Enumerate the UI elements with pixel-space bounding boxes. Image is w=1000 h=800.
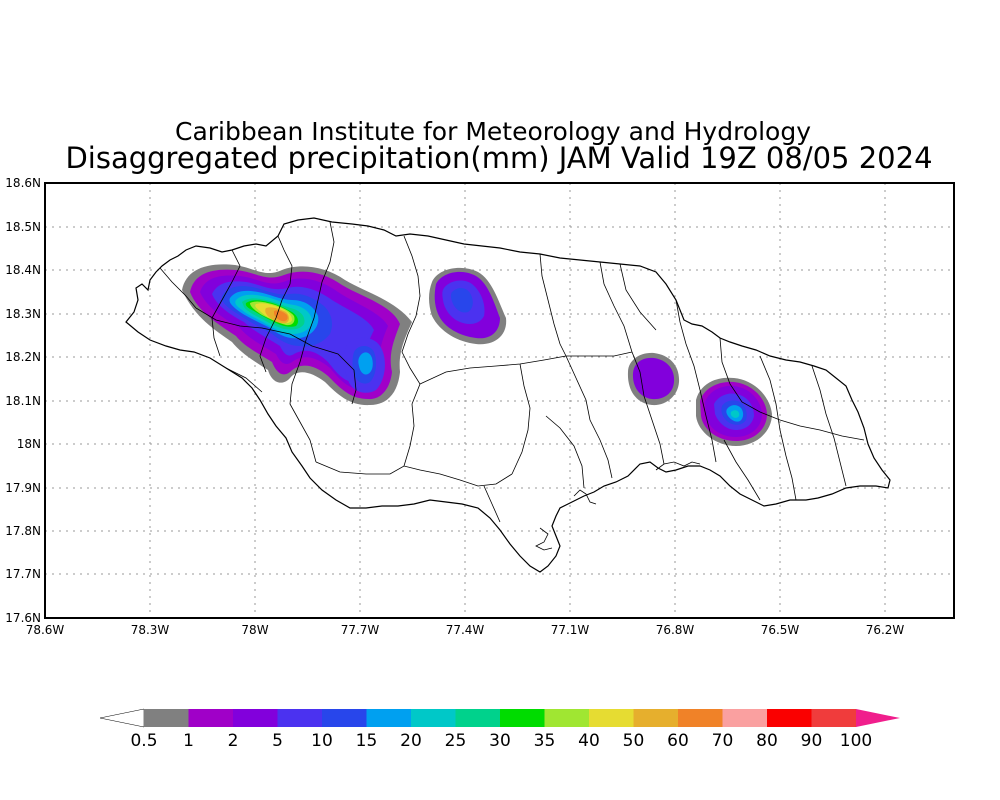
colorbar-label: 30 [489, 731, 511, 751]
colorbar-low-arrow [99, 708, 145, 728]
lon-tick-label: 77.4W [446, 623, 485, 637]
lon-tick-label: 76.2W [866, 623, 905, 637]
colorbar-label: 10 [311, 731, 333, 751]
colorbar-swatch [811, 709, 857, 727]
colorbar-label: 25 [445, 731, 467, 751]
colorbar-label: 0.5 [130, 731, 157, 751]
colorbar-label: 50 [623, 731, 645, 751]
title-institute: Caribbean Institute for Meteorology and … [175, 117, 811, 146]
lat-tick-label: 18.3N [5, 307, 41, 321]
colorbar-swatch [500, 709, 545, 727]
precip-cell-southeast [696, 377, 772, 446]
colorbar-label: 35 [534, 731, 556, 751]
plot-frame [44, 182, 955, 619]
coastal-inlets [535, 461, 701, 551]
colorbar-label: 80 [756, 731, 778, 751]
lat-tick-label: 18.2N [5, 350, 41, 364]
title-product: Disaggregated precipitation(mm) JAM Vali… [65, 141, 932, 175]
colorbar-label: 90 [801, 731, 823, 751]
colorbar-labels: 0.5 1 2 5 10 15 20 25 30 35 40 50 60 70 80 90 100 [130, 731, 872, 751]
lat-axis: 18.6N 18.5N 18.4N 18.3N 18.2N 18.1N 18N … [5, 176, 41, 625]
lon-axis: 78.6W 78.3W 78W 77.7W 77.4W 77.1W 76.8W … [26, 623, 905, 637]
lon-tick-label: 78W [241, 623, 268, 637]
colorbar-label: 20 [400, 731, 422, 751]
colorbar-label: 1 [183, 731, 194, 751]
lat-tick-label: 17.9N [5, 481, 41, 495]
colorbar-label: 70 [712, 731, 734, 751]
precip-cell-east-central [627, 352, 680, 406]
lon-tick-label: 77.7W [341, 623, 380, 637]
colorbar-label: 15 [356, 731, 378, 751]
lon-tick-label: 76.5W [761, 623, 800, 637]
precip-cell-west-central [343, 337, 385, 393]
precip-cell-north [429, 267, 507, 345]
colorbar-swatch [366, 709, 412, 727]
colorbar-label: 2 [228, 731, 239, 751]
colorbar-swatch [277, 709, 323, 727]
colorbar-swatch [188, 709, 234, 727]
colorbar-swatch [678, 709, 723, 727]
lat-tick-label: 18.4N [5, 263, 41, 277]
precipitation-shading [182, 264, 772, 446]
lat-tick-label: 18.5N [5, 220, 41, 234]
colorbar: 0.5 1 2 5 10 15 20 25 30 35 40 50 60 70 80 90 100 [99, 708, 900, 751]
lat-tick-label: 18.1N [5, 394, 41, 408]
colorbar-swatch [589, 709, 634, 727]
gridlines [45, 183, 954, 618]
colorbar-swatch [455, 709, 501, 727]
lon-tick-label: 78.3W [131, 623, 170, 637]
lon-tick-label: 76.8W [656, 623, 695, 637]
lon-tick-label: 78.6W [26, 623, 65, 637]
colorbar-swatch [722, 709, 768, 727]
colorbar-swatch [233, 709, 278, 727]
colorbar-swatch [411, 709, 456, 727]
colorbar-label: 40 [578, 731, 600, 751]
colorbar-swatch [633, 709, 679, 727]
lon-tick-label: 77.1W [551, 623, 590, 637]
lat-tick-label: 18.6N [5, 176, 41, 190]
lat-tick-label: 17.8N [5, 524, 41, 538]
colorbar-label: 100 [840, 731, 872, 751]
lat-tick-label: 18N [17, 437, 41, 451]
jamaica-coastline [125, 217, 891, 573]
colorbar-swatch [322, 709, 367, 727]
lat-tick-label: 17.7N [5, 567, 41, 581]
colorbar-boxes [144, 709, 857, 727]
jamaica-outline [125, 217, 891, 573]
colorbar-swatch [544, 709, 590, 727]
colorbar-swatch [767, 709, 812, 727]
parish-boundaries [159, 221, 865, 523]
colorbar-label: 5 [272, 731, 283, 751]
lat-tick-label: 17.6N [5, 611, 41, 625]
colorbar-swatch [144, 709, 189, 727]
colorbar-label: 60 [667, 731, 689, 751]
colorbar-high-arrow [856, 709, 900, 727]
